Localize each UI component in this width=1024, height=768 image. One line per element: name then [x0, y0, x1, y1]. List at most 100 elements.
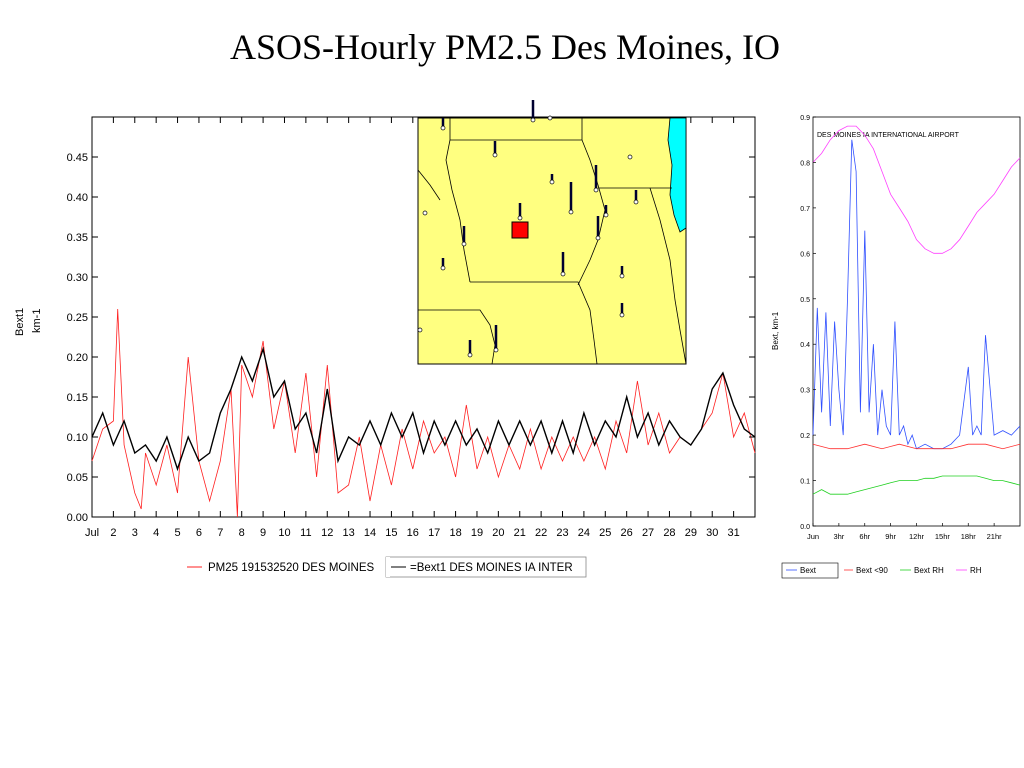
- x-tick-label: 20: [492, 527, 504, 539]
- y-axis-label-line1: Bext1: [14, 308, 26, 336]
- station-dot: [568, 209, 574, 215]
- station-dot: [417, 327, 423, 333]
- main-legend: PM25 191532520 DES MOINES =Bext1 DES MOI…: [187, 556, 587, 578]
- station-dot: [593, 187, 599, 193]
- y-tick-label: 0.05: [67, 472, 88, 484]
- bext-rh-series-line: [812, 475, 1021, 495]
- inset-y-axis-label: Bext, km-1: [771, 311, 780, 350]
- station-dot: [627, 154, 633, 160]
- pm25-series-line: [91, 308, 756, 518]
- station-marker: [511, 221, 529, 239]
- inset-y-tick-label: 0.6: [800, 251, 810, 258]
- y-tick-label: 0.25: [67, 312, 88, 324]
- inset-chart: DES MOINES IA INTERNATIONAL AIRPORT 0.0 0…: [771, 115, 1021, 579]
- x-tick-label: Jul: [85, 527, 99, 539]
- y-tick-label: 0.10: [67, 432, 88, 444]
- inset-x-tick-label: 9hr: [885, 532, 896, 541]
- inset-x-tick-label: 6hr: [859, 532, 870, 541]
- x-tick-label: 10: [278, 527, 290, 539]
- x-tick-label: 16: [407, 527, 419, 539]
- x-tick-label: 28: [663, 527, 675, 539]
- inset-title: DES MOINES IA INTERNATIONAL AIRPORT: [817, 132, 960, 139]
- station-dot: [492, 152, 498, 158]
- station-dot: [530, 117, 536, 123]
- rh-series-line: [812, 125, 1021, 254]
- inset-y-tick-label: 0.8: [800, 160, 810, 167]
- map-lake: [667, 117, 687, 233]
- x-tick-label: 9: [260, 527, 266, 539]
- station-dot: [547, 115, 553, 121]
- map-land: [417, 117, 687, 365]
- y-tick-label: 0.15: [67, 392, 88, 404]
- x-tick-label: 24: [578, 527, 590, 539]
- legend-bext1: =Bext1 DES MOINES IA INTER: [410, 562, 573, 574]
- x-tick-label: 17: [428, 527, 440, 539]
- inset-y-tick-label: 0.4: [800, 342, 810, 349]
- legend-bext-rh: Bext RH: [914, 566, 944, 575]
- inset-y-tick-label: 0.5: [800, 297, 810, 304]
- station-dot: [440, 125, 446, 131]
- x-tick-label: 23: [556, 527, 568, 539]
- y-tick-label: 0.30: [67, 272, 88, 284]
- bext-lt90-series-line: [812, 443, 1021, 450]
- x-tick-label: 11: [300, 527, 311, 539]
- x-tick-label: 12: [321, 527, 333, 539]
- station-dot: [517, 215, 523, 221]
- inset-y-tick-label: 0.3: [800, 388, 810, 395]
- x-tick-label: 21: [514, 527, 526, 539]
- bext-series-line: [812, 139, 1021, 450]
- inset-y-tick-label: 0.0: [800, 524, 810, 531]
- x-tick-label: 14: [364, 527, 376, 539]
- inset-y-tick-label: 0.7: [800, 206, 810, 213]
- legend-bext-lt90: Bext <90: [856, 566, 888, 575]
- y-tick-label: 0.40: [67, 192, 88, 204]
- map-inset: [417, 100, 687, 365]
- page-title: ASOS-Hourly PM2.5 Des Moines, IO: [229, 27, 781, 67]
- bext1-series-line: [91, 346, 756, 472]
- x-tick-label: 2: [110, 527, 116, 539]
- x-tick-label: 8: [239, 527, 245, 539]
- legend-rh: RH: [970, 566, 982, 575]
- station-dot: [467, 352, 473, 358]
- x-tick-label: 4: [153, 527, 159, 539]
- x-tick-label: 3: [132, 527, 138, 539]
- station-dot: [619, 312, 625, 318]
- x-tick-label: 29: [685, 527, 697, 539]
- station-dot: [633, 199, 639, 205]
- inset-y-tick-label: 0.1: [800, 479, 810, 486]
- x-tick-label: 5: [174, 527, 180, 539]
- station-dot: [422, 210, 428, 216]
- inset-x-tick-label: 18hr: [961, 532, 977, 541]
- station-dot: [440, 265, 446, 271]
- x-tick-label: 30: [706, 527, 718, 539]
- x-tick-label: 27: [642, 527, 654, 539]
- y-tick-label: 0.20: [67, 352, 88, 364]
- x-tick-label: 6: [196, 527, 202, 539]
- station-dot: [595, 235, 601, 241]
- station-dot: [549, 179, 555, 185]
- x-tick-label: 25: [599, 527, 611, 539]
- main-chart: 0.00 0.05 0.10 0.15 0.20 0.25 0.30 0.35 0.40 0.45…: [14, 100, 756, 578]
- inset-y-tick-label: 0.9: [800, 115, 810, 122]
- x-tick-label: 31: [727, 527, 739, 539]
- legend-bext: Bext: [800, 566, 817, 575]
- inset-plot-area: [812, 116, 1021, 527]
- inset-x-tick-label: 3hr: [833, 532, 844, 541]
- x-tick-label: 26: [621, 527, 633, 539]
- inset-x-tick-label: 12hr: [909, 532, 925, 541]
- station-dot: [461, 241, 467, 247]
- inset-x-tick-label: 21hr: [987, 532, 1003, 541]
- x-tick-label: 19: [471, 527, 483, 539]
- y-tick-label: 0.00: [67, 512, 88, 524]
- x-tick-label: 7: [217, 527, 223, 539]
- station-dot: [603, 212, 609, 218]
- legend-pm25: PM25 191532520 DES MOINES: [208, 562, 375, 574]
- station-dot: [619, 273, 625, 279]
- y-tick-label: 0.35: [67, 232, 88, 244]
- x-tick-label: 18: [449, 527, 461, 539]
- inset-x-tick-label: 15hr: [935, 532, 951, 541]
- y-axis-label-line2: km-1: [31, 309, 43, 333]
- station-dot: [493, 347, 499, 353]
- y-tick-label: 0.45: [67, 152, 88, 164]
- inset-y-tick-label: 0.2: [800, 433, 810, 440]
